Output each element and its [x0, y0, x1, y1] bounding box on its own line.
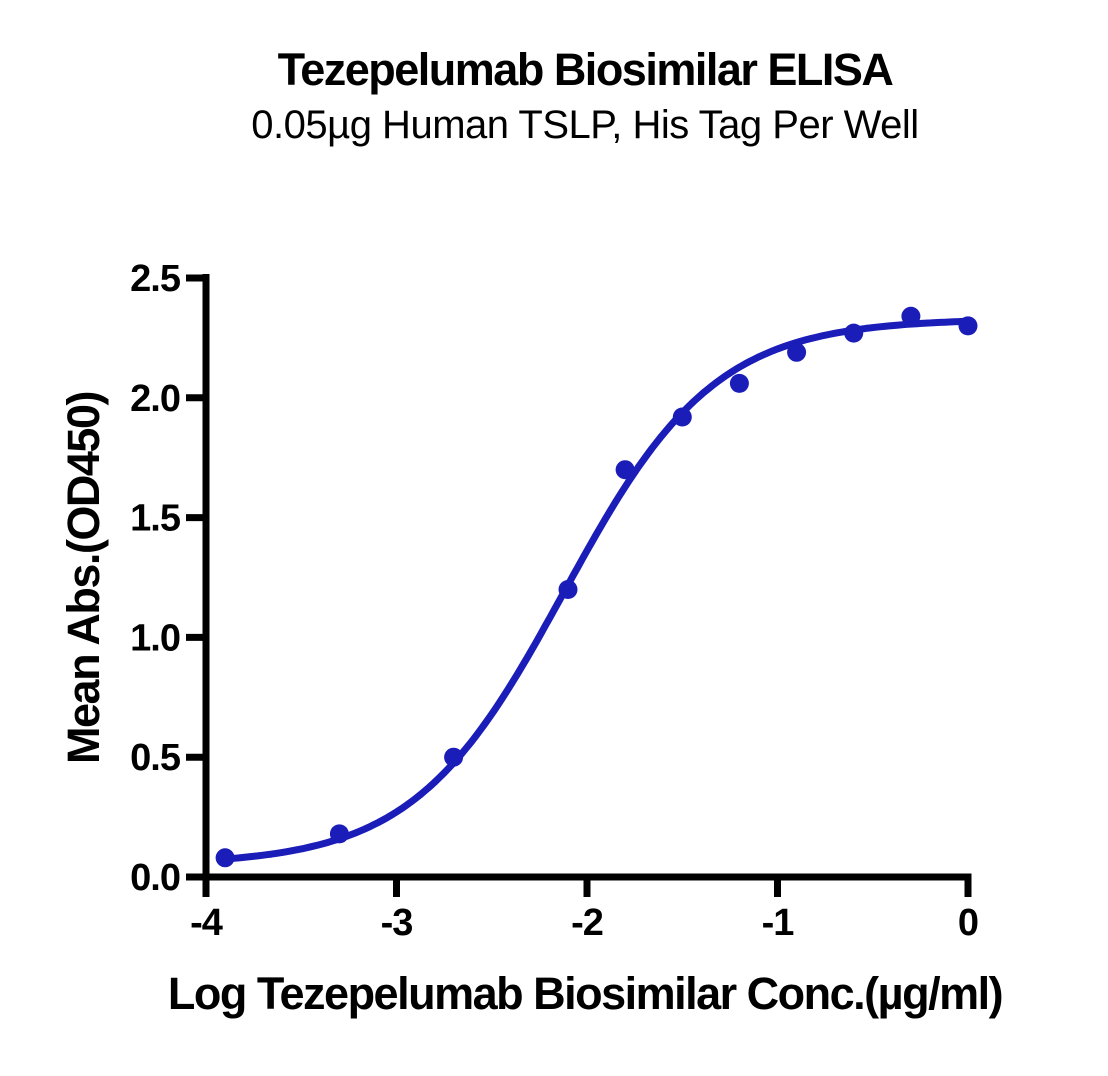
- data-point: [729, 373, 749, 393]
- data-point: [901, 306, 921, 326]
- x-tick-label: -2: [571, 902, 603, 944]
- chart-subtitle: 0.05µg Human TSLP, His Tag Per Well: [251, 103, 919, 147]
- y-tick-label: 2.5: [130, 258, 181, 300]
- data-point: [329, 824, 349, 844]
- y-tick-label: 0.0: [130, 857, 180, 899]
- data-point: [444, 747, 464, 767]
- data-point: [558, 580, 578, 599]
- y-tick-label: 2.0: [130, 378, 180, 420]
- data-point: [958, 316, 978, 336]
- y-tick-label: 0.5: [130, 737, 181, 779]
- fit-curve: [221, 317, 972, 863]
- data-point: [844, 323, 864, 343]
- chart-title: Tezepelumab Biosimilar ELISA: [277, 44, 894, 95]
- data-point: [215, 848, 235, 868]
- x-axis-title: Log Tezepelumab Biosimilar Conc.(µg/ml): [167, 968, 1004, 1019]
- x-tick-label: -3: [381, 902, 413, 944]
- x-tick-label: 0: [958, 902, 978, 944]
- y-tick-label: 1.5: [130, 498, 181, 540]
- data-point: [787, 342, 807, 362]
- data-point: [615, 460, 635, 480]
- x-tick-label: -4: [190, 902, 223, 944]
- y-tick-label: 1.0: [130, 617, 180, 659]
- data-point: [672, 407, 692, 427]
- x-tick-label: -1: [762, 902, 795, 944]
